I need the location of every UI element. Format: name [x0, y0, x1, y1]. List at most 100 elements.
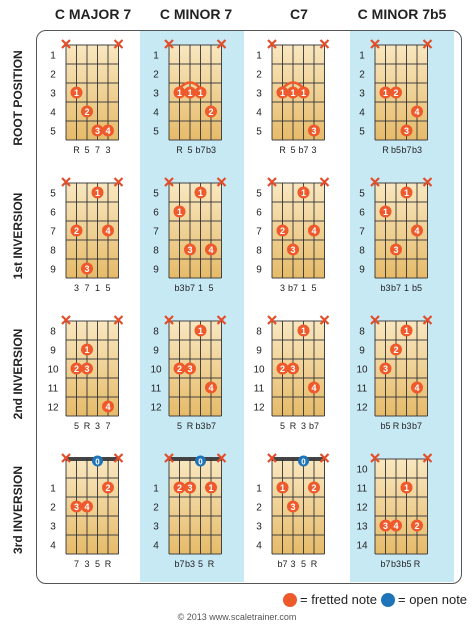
- c-minor-7-root-position-fret-number: 1: [153, 51, 159, 62]
- c-minor-7b5-3rd-inversion-fretted-note: [390, 519, 402, 532]
- c-minor-7-1st-inversion-fret-number: 6: [153, 208, 159, 219]
- c-minor-7b5-2nd-inversion-fretted-note: [390, 343, 402, 356]
- c-major-7-1st-inversion-finger-number: 2: [74, 226, 79, 236]
- column-title-c7: C7: [290, 6, 308, 22]
- c7-root-position-fret-number: 5: [256, 127, 262, 138]
- c-minor-7b5-2nd-inversion-fret-number: 9: [359, 346, 365, 357]
- c-minor-7b5-2nd-inversion-fret-number: 8: [359, 327, 365, 338]
- c-minor-7b5-root-position-finger-number: 2: [393, 88, 398, 98]
- c-minor-7-root-position-interval-label: b3: [206, 145, 216, 155]
- c-minor-7b5-root-position-finger-number: 4: [414, 107, 419, 117]
- c-major-7-root-position-muted-string-mark: [113, 39, 124, 49]
- c-minor-7-1st-inversion-finger-number: 4: [208, 245, 213, 255]
- c-minor-7b5-2nd-inversion-fretted-note: [400, 324, 413, 337]
- c-minor-7b5-2nd-inversion-interval-label: b7: [412, 421, 422, 431]
- c-minor-7-root-position-fret-number: 3: [153, 89, 159, 100]
- c-major-7-3rd-inversion-finger-number: 3: [74, 502, 79, 512]
- c-minor-7-2nd-inversion-finger-number: 1: [198, 326, 203, 336]
- c-major-7-1st-inversion-interval-label: 3: [74, 283, 79, 293]
- c-minor-7b5-1st-inversion-fret-number: 5: [359, 189, 365, 200]
- c-minor-7b5-2nd-inversion-fret-number: 12: [356, 403, 368, 414]
- c7-1st-inversion-fretted-note: [287, 243, 299, 256]
- c-minor-7-1st-inversion-fretted-note: [194, 186, 207, 199]
- c-major-7-1st-inversion-fret-number: 6: [50, 208, 56, 219]
- c-major-7-2nd-inversion-fret-number: 10: [47, 365, 59, 376]
- c-minor-7-1st-inversion-finger-number: 3: [187, 245, 192, 255]
- c-major-7-2nd-inversion-finger-number: 1: [84, 345, 89, 355]
- c-minor-7-2nd-inversion-finger-number: 4: [208, 383, 213, 393]
- c-minor-7b5-1st-inversion-fretted-note: [400, 186, 413, 199]
- c7-root-position-muted-string-mark: [319, 39, 330, 49]
- c7-3rd-inversion-fretted-note: [308, 481, 320, 494]
- c7-1st-inversion-fret-number: 6: [256, 208, 262, 219]
- c-minor-7b5-3rd-inversion-fretted-note: [400, 481, 413, 494]
- c-minor-7-3rd-inversion-open-note: [195, 455, 206, 467]
- c-minor-7b5-3rd-inversion-muted-string-mark: [370, 453, 380, 463]
- c-major-7-root-position-fretted-note: [70, 86, 83, 99]
- c7-2nd-inversion-fret-number: 12: [253, 403, 265, 414]
- c-minor-7-root-position-muted-string-mark: [164, 39, 174, 49]
- c-minor-7b5-root-position-interval-label: b5: [391, 145, 401, 155]
- c7-root-position-barre: [281, 81, 305, 90]
- c-major-7-1st-inversion-fretted-note: [81, 262, 93, 275]
- c-minor-7b5-3rd-inversion-interval-label: b3: [391, 559, 401, 569]
- c7-3rd-inversion-fretted-note: [287, 500, 299, 513]
- c7-root-position-interval-label: 5: [290, 145, 295, 155]
- c-minor-7b5-root-position-fretted-note: [379, 86, 392, 99]
- c-major-7-3rd-inversion-fretted-note: [102, 481, 114, 494]
- c-minor-7-2nd-inversion-fretted-note: [205, 381, 217, 394]
- c-major-7-3rd-inversion-muted-string-mark: [61, 453, 71, 463]
- c-minor-7-3rd-inversion-muted-string-mark: [164, 453, 174, 463]
- c-minor-7b5-3rd-inversion-fretboard: [375, 459, 428, 554]
- c-minor-7-3rd-inversion-fretted-note: [184, 481, 196, 494]
- c-major-7-1st-inversion-fretted-note: [70, 224, 83, 237]
- c-major-7-3rd-inversion-fretted-note: [70, 500, 83, 513]
- c-minor-7-2nd-inversion-fret-number: 9: [153, 346, 159, 357]
- c7-2nd-inversion-finger-number: 1: [301, 326, 306, 336]
- c7-2nd-inversion-interval-label: 3: [301, 421, 306, 431]
- c-minor-7b5-root-position-fret-number: 4: [359, 108, 365, 119]
- c-major-7-3rd-inversion-open-note: [92, 455, 103, 467]
- c-minor-7b5-2nd-inversion-fret-number: 11: [357, 384, 368, 395]
- c7-3rd-inversion-interval-label: 5: [301, 559, 306, 569]
- c-minor-7b5-1st-inversion-fretted-note: [411, 224, 423, 237]
- c7-2nd-inversion-finger-number: 3: [290, 364, 295, 374]
- c-minor-7b5-1st-inversion-muted-string-mark: [370, 177, 380, 187]
- c-minor-7-3rd-inversion-fretted-note: [205, 481, 217, 494]
- c-minor-7b5-3rd-inversion-interval-label: b5: [401, 559, 411, 569]
- c-major-7-3rd-inversion-muted-string-mark: [113, 453, 124, 463]
- c-major-7-2nd-inversion-fret-number: 11: [48, 384, 59, 395]
- c-minor-7-2nd-inversion-fret-number: 11: [151, 384, 162, 395]
- c-minor-7-3rd-inversion-fret-number: 2: [153, 503, 159, 514]
- c7-1st-inversion-finger-number: 3: [290, 245, 295, 255]
- c-major-7-2nd-inversion-muted-string-mark: [113, 315, 124, 325]
- c7-2nd-inversion-interval-label: 5: [280, 421, 285, 431]
- c-major-7-3rd-inversion-interval-label: 5: [95, 559, 100, 569]
- c7-root-position-interval-label: R: [279, 145, 286, 155]
- c7-1st-inversion-interval-label: 1: [301, 283, 306, 293]
- c7-2nd-inversion-fretted-note: [297, 324, 310, 337]
- c-minor-7b5-1st-inversion-fretted-note: [390, 243, 402, 256]
- c-minor-7-3rd-inversion-fret-number: 4: [153, 541, 159, 552]
- c7-2nd-inversion-muted-string-mark: [319, 315, 330, 325]
- c-minor-7-2nd-inversion-muted-string-mark: [164, 315, 174, 325]
- c7-1st-inversion-fretted-note: [297, 186, 310, 199]
- c-minor-7b5-root-position-interval-label: b3: [412, 145, 422, 155]
- c-minor-7b5-1st-inversion-interval-label: b7: [391, 283, 401, 293]
- c-minor-7-2nd-inversion-interval-label: b7: [206, 421, 216, 431]
- c-major-7-1st-inversion-muted-string-mark: [113, 177, 124, 187]
- c-minor-7b5-root-position-fretted-note: [400, 124, 413, 137]
- c7-root-position-fret-number: 1: [256, 51, 262, 62]
- c-minor-7-1st-inversion-interval-label: b3: [174, 283, 184, 293]
- c7-1st-inversion-interval-label: 3: [280, 283, 285, 293]
- c-major-7-root-position-finger-number: 1: [74, 88, 79, 98]
- c-major-7-1st-inversion-fretted-note: [102, 224, 114, 237]
- c-major-7-1st-inversion-finger-number: 1: [95, 188, 100, 198]
- c-major-7-3rd-inversion-open-note-label: 0: [95, 458, 100, 467]
- c-minor-7-1st-inversion-muted-string-mark: [216, 177, 227, 187]
- c7-3rd-inversion-open-note: [298, 455, 309, 467]
- c7-2nd-inversion-fret-number: 10: [253, 365, 265, 376]
- c-minor-7b5-root-position-fret-number: 2: [359, 70, 365, 81]
- c7-root-position-muted-string-mark: [267, 39, 277, 49]
